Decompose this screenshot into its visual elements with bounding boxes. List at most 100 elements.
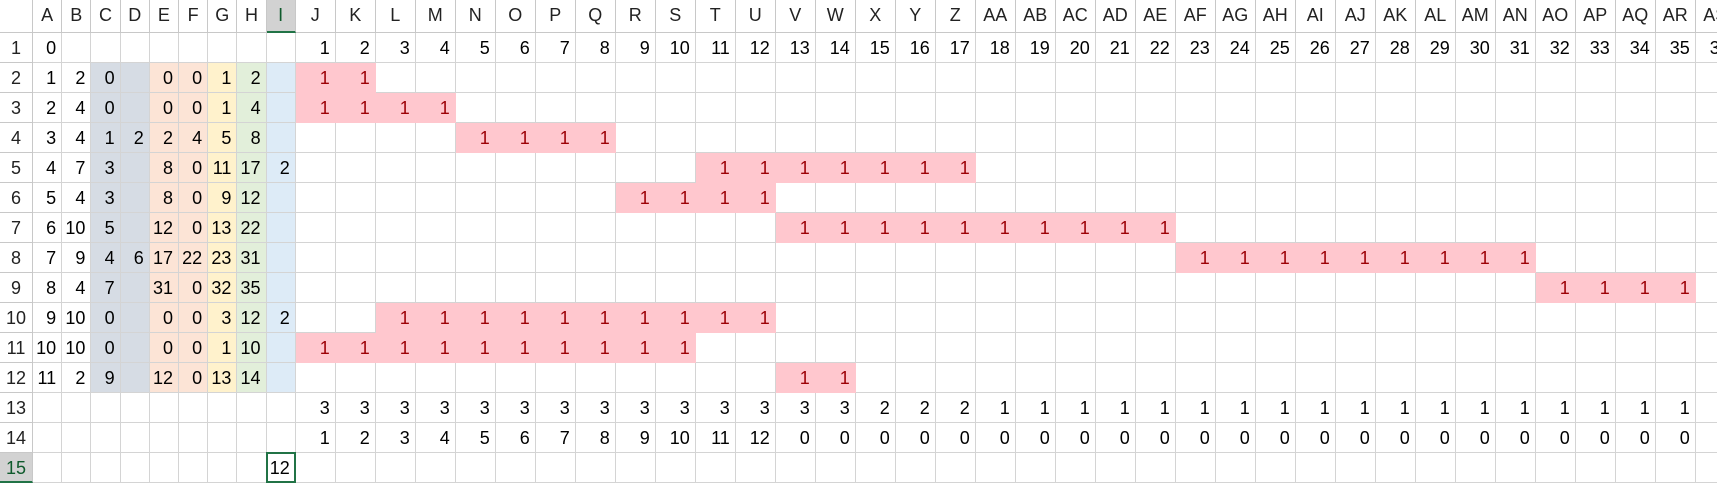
cell[interactable]: 3 xyxy=(415,393,456,423)
cell[interactable]: 1 xyxy=(1335,393,1376,423)
cell[interactable] xyxy=(120,63,150,93)
cell[interactable]: 7 xyxy=(91,273,121,303)
cell[interactable]: 7 xyxy=(535,423,576,453)
cell[interactable] xyxy=(62,453,92,483)
cell[interactable]: 0 xyxy=(855,423,896,453)
cell[interactable]: 6 xyxy=(120,243,150,273)
cell[interactable] xyxy=(1295,273,1336,303)
cell[interactable]: 9 xyxy=(91,363,121,393)
cell[interactable]: 1 xyxy=(815,363,856,393)
cell[interactable] xyxy=(120,303,150,333)
cell[interactable] xyxy=(208,423,238,453)
cell[interactable] xyxy=(1695,213,1717,243)
cell[interactable] xyxy=(1215,183,1256,213)
cell[interactable] xyxy=(33,393,63,423)
column-header[interactable]: X xyxy=(855,0,896,33)
cell[interactable] xyxy=(655,63,696,93)
cell[interactable] xyxy=(1055,153,1096,183)
cell[interactable] xyxy=(335,213,376,243)
cell[interactable] xyxy=(1655,63,1696,93)
cell[interactable] xyxy=(1215,273,1256,303)
cell[interactable]: 22 xyxy=(1135,33,1176,63)
cell[interactable] xyxy=(415,63,456,93)
cell[interactable]: 0 xyxy=(179,333,209,363)
cell[interactable]: 0 xyxy=(935,423,976,453)
cell[interactable] xyxy=(1175,333,1216,363)
cell[interactable] xyxy=(1015,183,1056,213)
cell[interactable] xyxy=(575,213,616,243)
cell[interactable] xyxy=(815,273,856,303)
column-header[interactable]: AN xyxy=(1495,0,1536,33)
cell[interactable] xyxy=(375,243,416,273)
cell[interactable] xyxy=(62,33,92,63)
cell[interactable]: 0 xyxy=(179,213,209,243)
cell[interactable]: 1 xyxy=(735,303,776,333)
cell[interactable]: 2 xyxy=(62,63,92,93)
cell[interactable] xyxy=(1295,63,1336,93)
cell[interactable] xyxy=(1015,363,1056,393)
cell[interactable] xyxy=(1495,453,1536,483)
cell[interactable]: 1 xyxy=(1655,273,1696,303)
cell[interactable]: 6 xyxy=(495,33,536,63)
cell[interactable] xyxy=(1615,333,1656,363)
cell[interactable] xyxy=(575,273,616,303)
cell[interactable] xyxy=(1615,63,1656,93)
cell[interactable] xyxy=(179,393,209,423)
cell[interactable]: 4 xyxy=(62,183,92,213)
cell[interactable] xyxy=(855,93,896,123)
cell[interactable]: 17 xyxy=(237,153,267,183)
row-header[interactable]: 15 xyxy=(0,453,33,483)
cell[interactable] xyxy=(1655,333,1696,363)
cell[interactable]: 35 xyxy=(237,273,267,303)
cell[interactable] xyxy=(695,63,736,93)
cell[interactable]: 33 xyxy=(1575,33,1616,63)
cell[interactable]: 27 xyxy=(1335,33,1376,63)
cell[interactable] xyxy=(120,213,150,243)
cell[interactable] xyxy=(149,423,179,453)
cell[interactable] xyxy=(1495,153,1536,183)
cell[interactable] xyxy=(1375,453,1416,483)
cell[interactable] xyxy=(1415,363,1456,393)
cell[interactable]: 1 xyxy=(415,303,456,333)
cell[interactable]: 1 xyxy=(335,333,376,363)
cell[interactable] xyxy=(975,303,1016,333)
cell[interactable] xyxy=(1495,183,1536,213)
cell[interactable]: 0 xyxy=(1495,423,1536,453)
cell[interactable] xyxy=(1655,243,1696,273)
column-header[interactable]: B xyxy=(62,0,92,33)
cell[interactable] xyxy=(295,243,336,273)
cell[interactable]: 1 xyxy=(455,123,496,153)
cell[interactable] xyxy=(266,123,296,153)
cell[interactable] xyxy=(335,153,376,183)
cell[interactable] xyxy=(1575,303,1616,333)
cell[interactable]: 2 xyxy=(120,123,150,153)
cell[interactable] xyxy=(535,363,576,393)
cell[interactable] xyxy=(615,363,656,393)
cell[interactable]: 1 xyxy=(1655,393,1696,423)
cell[interactable]: 31 xyxy=(237,243,267,273)
cell[interactable]: 0 xyxy=(149,333,179,363)
cell[interactable]: 1 xyxy=(695,183,736,213)
cell[interactable]: 11 xyxy=(208,153,238,183)
cell[interactable] xyxy=(735,333,776,363)
cell[interactable] xyxy=(1535,453,1576,483)
column-header[interactable]: I xyxy=(266,0,296,33)
cell[interactable]: 2 xyxy=(266,303,296,333)
cell[interactable]: 1 xyxy=(1095,393,1136,423)
cell[interactable] xyxy=(1135,333,1176,363)
cell[interactable] xyxy=(1695,453,1717,483)
cell[interactable] xyxy=(1055,333,1096,363)
column-header[interactable]: T xyxy=(695,0,736,33)
cell[interactable] xyxy=(1095,123,1136,153)
cell[interactable]: 0 xyxy=(775,423,816,453)
cell[interactable] xyxy=(91,453,121,483)
cell[interactable] xyxy=(1455,453,1496,483)
cell[interactable]: 2 xyxy=(335,423,376,453)
cell[interactable]: 1 xyxy=(295,93,336,123)
cell[interactable] xyxy=(295,303,336,333)
cell[interactable] xyxy=(1655,363,1696,393)
cell[interactable] xyxy=(1095,243,1136,273)
cell[interactable] xyxy=(1495,303,1536,333)
cell[interactable] xyxy=(1415,123,1456,153)
cell[interactable]: 1 xyxy=(1375,393,1416,423)
